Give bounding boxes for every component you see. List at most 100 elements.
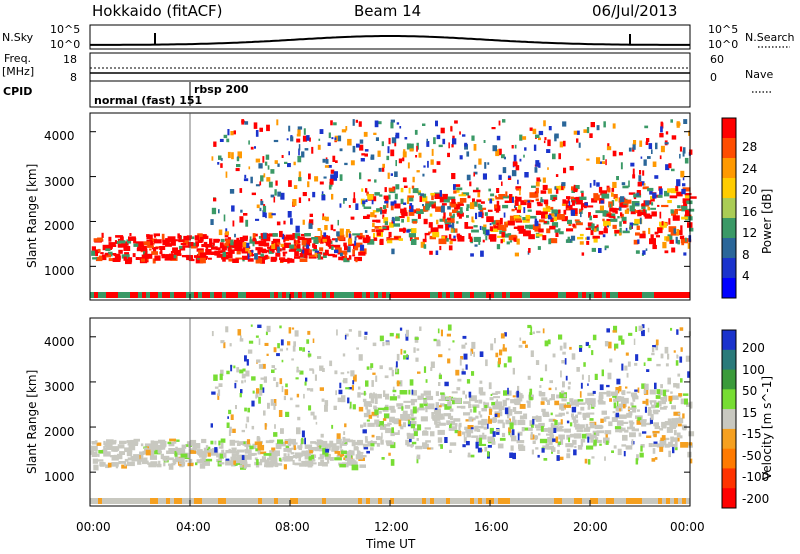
data-cell <box>286 498 290 504</box>
data-cell <box>528 427 533 431</box>
data-cell <box>667 418 672 422</box>
data-cell <box>677 412 681 415</box>
data-cell <box>624 365 628 371</box>
data-cell <box>523 154 525 158</box>
data-cell <box>576 201 581 205</box>
data-cell <box>607 225 609 228</box>
data-cell <box>228 409 232 415</box>
data-cell <box>581 433 587 439</box>
data-cell <box>549 380 553 384</box>
data-cell <box>149 248 152 251</box>
data-cell <box>228 243 235 248</box>
data-cell <box>659 446 664 452</box>
data-cell <box>121 464 127 469</box>
data-cell <box>190 498 194 504</box>
data-cell <box>578 498 582 504</box>
data-cell <box>298 148 300 156</box>
data-cell <box>493 225 499 229</box>
data-cell <box>546 228 551 234</box>
data-cell <box>478 239 481 245</box>
data-cell <box>251 425 255 430</box>
data-cell <box>565 204 573 211</box>
data-cell <box>248 140 250 145</box>
data-cell <box>396 353 400 361</box>
data-cell <box>386 238 393 244</box>
data-cell <box>331 246 334 250</box>
data-cell <box>136 248 145 252</box>
data-cell <box>304 233 311 237</box>
data-cell <box>227 151 231 159</box>
data-cell <box>142 460 149 465</box>
data-cell <box>590 292 594 298</box>
data-cell <box>678 208 682 211</box>
data-cell <box>157 444 166 450</box>
data-cell <box>392 389 397 393</box>
data-cell <box>352 233 360 236</box>
data-cell <box>258 451 267 455</box>
data-cell <box>174 498 178 504</box>
data-cell <box>345 231 349 238</box>
panel-frame <box>89 317 691 507</box>
data-cell <box>352 198 356 203</box>
data-cell <box>480 422 483 426</box>
data-cell <box>643 362 646 366</box>
data-cell <box>566 420 570 424</box>
velocity-colorbar-swatch <box>722 389 736 410</box>
data-cell <box>398 292 402 298</box>
data-cell <box>456 221 459 224</box>
data-cell <box>568 224 572 226</box>
data-cell <box>178 498 182 504</box>
data-cell <box>349 401 352 409</box>
data-cell <box>309 137 311 142</box>
data-cell <box>540 190 547 194</box>
data-cell <box>569 346 572 350</box>
data-cell <box>221 442 224 449</box>
data-cell <box>246 439 251 445</box>
data-cell <box>406 197 410 204</box>
data-cell <box>302 135 308 142</box>
data-cell <box>514 498 518 504</box>
data-cell <box>138 292 142 298</box>
data-cell <box>390 409 396 413</box>
data-cell <box>420 241 425 248</box>
data-cell <box>247 253 250 260</box>
data-cell <box>366 191 369 196</box>
data-cell <box>452 398 455 401</box>
data-cell <box>359 144 364 151</box>
data-cell <box>219 373 223 381</box>
data-cell <box>339 203 342 208</box>
data-cell <box>453 235 456 239</box>
data-cell <box>598 391 607 395</box>
data-cell <box>577 399 584 402</box>
data-cell <box>667 188 675 193</box>
data-cell <box>339 464 346 468</box>
data-cell <box>391 220 393 224</box>
data-cell <box>611 200 615 206</box>
data-cell <box>571 353 576 360</box>
data-cell <box>275 180 278 186</box>
data-cell <box>687 242 690 249</box>
data-cell <box>265 212 267 219</box>
data-cell <box>358 386 361 390</box>
data-cell <box>308 249 312 253</box>
data-cell <box>654 382 657 390</box>
data-cell <box>182 240 189 245</box>
data-cell <box>464 342 468 345</box>
data-cell <box>290 498 294 504</box>
data-cell <box>271 369 275 373</box>
data-cell <box>254 146 256 149</box>
p2-cbar-tick-200: 200 <box>742 341 765 355</box>
data-cell <box>534 435 538 441</box>
data-cell <box>273 139 279 143</box>
data-cell <box>470 498 474 504</box>
data-cell <box>124 463 127 467</box>
data-cell <box>297 155 302 163</box>
data-cell <box>105 248 111 251</box>
data-cell <box>689 406 693 409</box>
data-cell <box>178 292 182 298</box>
data-cell <box>325 240 330 246</box>
data-cell <box>408 389 411 395</box>
data-cell <box>609 358 613 363</box>
data-cell <box>586 412 595 415</box>
